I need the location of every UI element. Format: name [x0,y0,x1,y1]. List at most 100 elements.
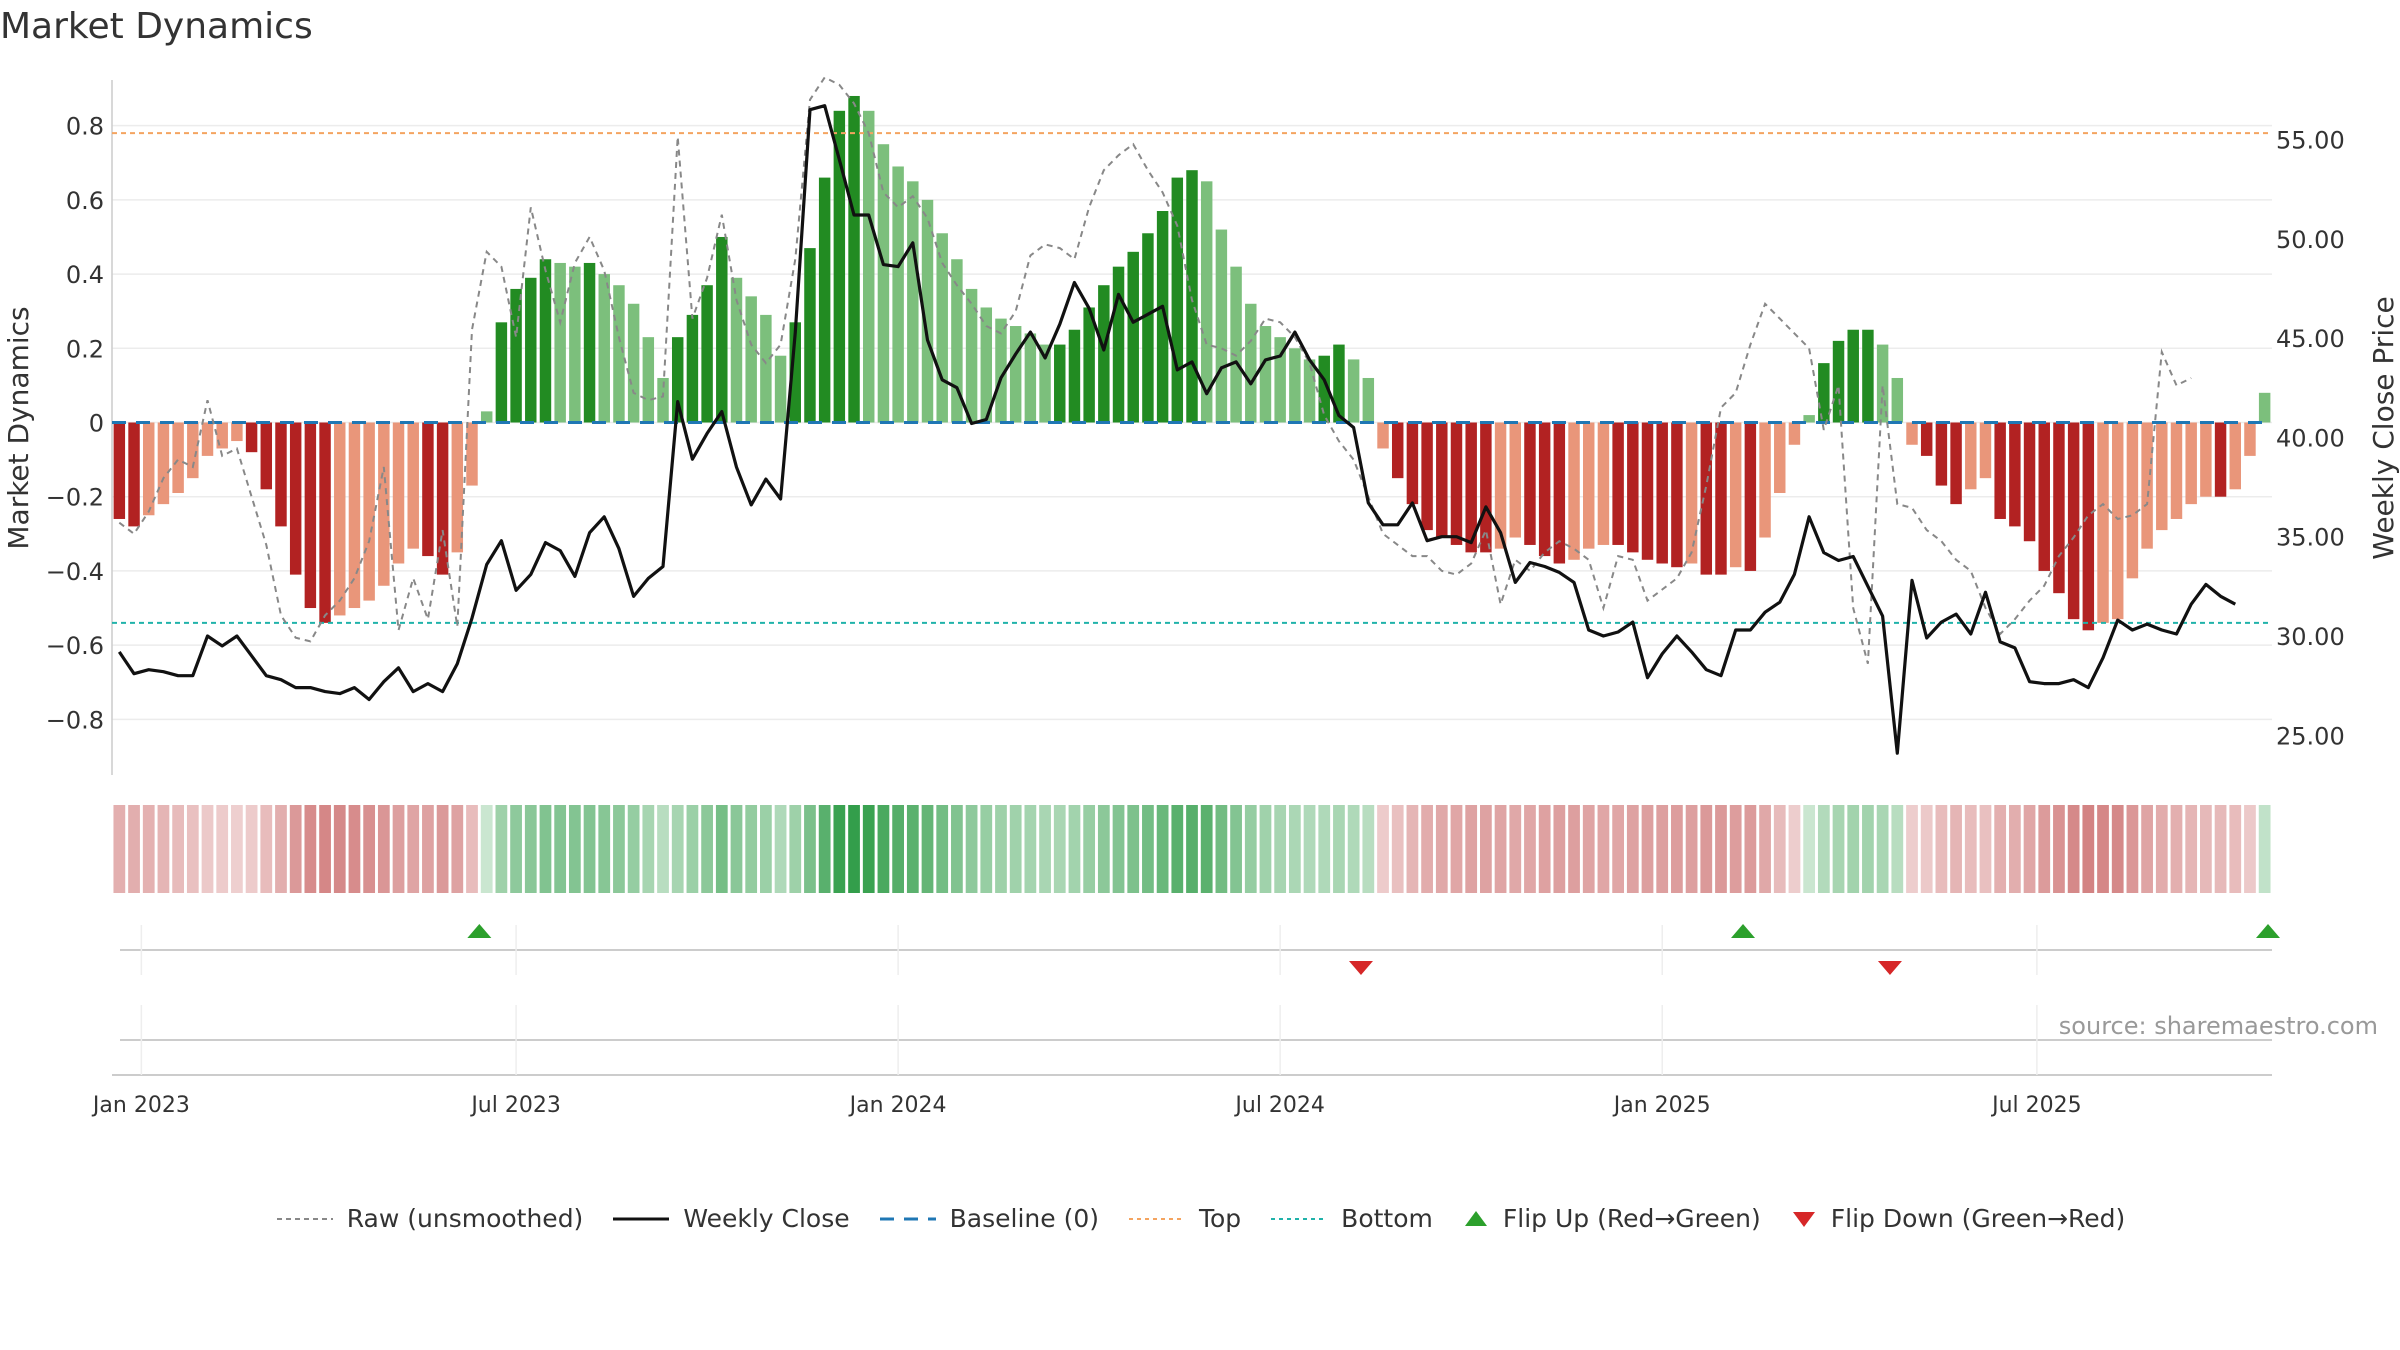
dynamics-bar [1935,422,1948,486]
heat-strip-cell [1112,805,1125,893]
heat-strip-cell [480,805,493,893]
heat-strip-cell [804,805,816,893]
dynamics-bar [1994,422,2006,519]
dynamics-bar [480,411,493,423]
legend-top: Top [1127,1204,1241,1233]
dynamics-bar [701,285,713,423]
flip-markers-panel [120,924,2280,975]
dynamics-bar [569,266,581,423]
legend-baseline-symbol [879,1217,936,1220]
heat-strip-cell [1979,805,1992,893]
heat-strip-cell [1318,805,1331,893]
dynamics-bar [1729,422,1742,568]
heat-strip-cell [1421,805,1433,893]
dynamics-bar [965,288,978,423]
dynamics-bar [1039,344,1051,423]
dynamics-bar [671,337,684,423]
y-tick-label: 0.6 [66,187,104,215]
dynamics-bar [495,322,508,423]
dynamics-bar [1862,329,1874,423]
heat-strip-cell [848,805,860,893]
dynamics-bar [877,144,890,423]
dynamics-bar [907,181,919,423]
heat-strip-cell [671,805,684,893]
dynamics-bar [451,422,464,553]
heat-strip-cell [745,805,758,893]
heat-strip-cell [245,805,258,893]
heat-strip-cell [304,805,317,893]
dynamics-bar [1509,422,1521,538]
dynamics-bar [1524,422,1536,545]
dynamics-bar [510,288,522,423]
heat-strip-cell [1994,805,2007,893]
dynamics-bar [1465,422,1477,553]
dynamics-bar [1406,422,1419,505]
flip-up-marker [467,924,492,938]
heat-strip-cell [686,805,699,893]
heat-strip-cell [1685,805,1698,893]
dynamics-bar [804,248,816,423]
dynamics-bar [760,314,772,423]
heat-strip-cell [524,805,537,893]
heat-strip-cell [1568,805,1580,893]
heat-strip-cell [1597,805,1610,893]
axis-labels: Market Dynamics Weekly Close Price [2,296,2400,559]
dynamics-bar [2082,422,2095,631]
heat-strip-cell [377,805,390,893]
heat-strip-cell [407,805,420,893]
heat-strip-cell [422,805,434,893]
legend-top-symbol [1128,1217,1185,1220]
heat-strip-cell [1744,805,1757,893]
dynamics-bar [2009,422,2021,527]
heat-strip-cell [2038,805,2051,893]
dynamics-bar [319,422,331,623]
dynamics-bar [289,422,302,575]
dynamics-bar [1450,422,1463,545]
dynamics-bar [201,422,214,456]
heat-strip-cell [1891,805,1904,893]
y-tick-label: 0 [89,410,104,438]
heat-strip-cell [1862,805,1874,893]
dynamics-bar [980,307,993,423]
heat-strip-cell [333,805,346,893]
dynamics-bar [1333,344,1345,423]
dynamics-bar [436,422,449,575]
dynamics-bar [892,166,904,423]
dynamics-bar [2067,422,2080,620]
chart-canvas: 0.8 0.6 0.4 0.2 0 −0.2 −0.4 −0.6 −0.8 55.00 50.00 4… [2,76,2400,1118]
chart-title: Market Dynamics [0,6,313,47]
heat-strip-cell [568,805,581,893]
y2-tick-label: 35.00 [2276,524,2345,552]
heat-strip-cell [201,805,214,893]
dynamics-bar [1068,329,1081,423]
heat-strip-cell [730,805,743,893]
heat-strip-cell [1186,805,1198,893]
dynamics-bar [2097,422,2109,623]
dynamics-bar [730,277,743,423]
dynamics-bar [598,274,610,423]
heat-strip-cell [1127,805,1140,893]
dynamics-bar [1685,422,1698,564]
legend-close-label: Weekly Close [683,1204,850,1233]
dynamics-bar [818,177,831,423]
dynamics-bar [1950,422,1962,505]
dynamics-bar [1245,303,1257,423]
heat-strip-cell [2258,805,2271,893]
heat-strip [113,805,2271,893]
dynamics-bar [951,259,963,423]
heat-strip-cell [1465,805,1478,893]
dynamics-bar [113,422,126,519]
heat-strip-cell [1230,805,1242,893]
dynamics-bar [260,422,273,490]
heat-strip-cell [186,805,199,893]
dynamics-bar [1641,422,1654,560]
dynamics-bar [1759,422,1771,538]
heat-strip-cell [1053,805,1066,893]
dynamics-bar [2141,422,2153,549]
dynamics-bar [1127,251,1139,423]
dynamics-bar [1656,422,1668,564]
dynamics-bar [1362,377,1375,423]
raw-series-line [118,76,2192,664]
dynamics-bar [187,422,199,479]
dynamics-bar [1671,422,1683,568]
